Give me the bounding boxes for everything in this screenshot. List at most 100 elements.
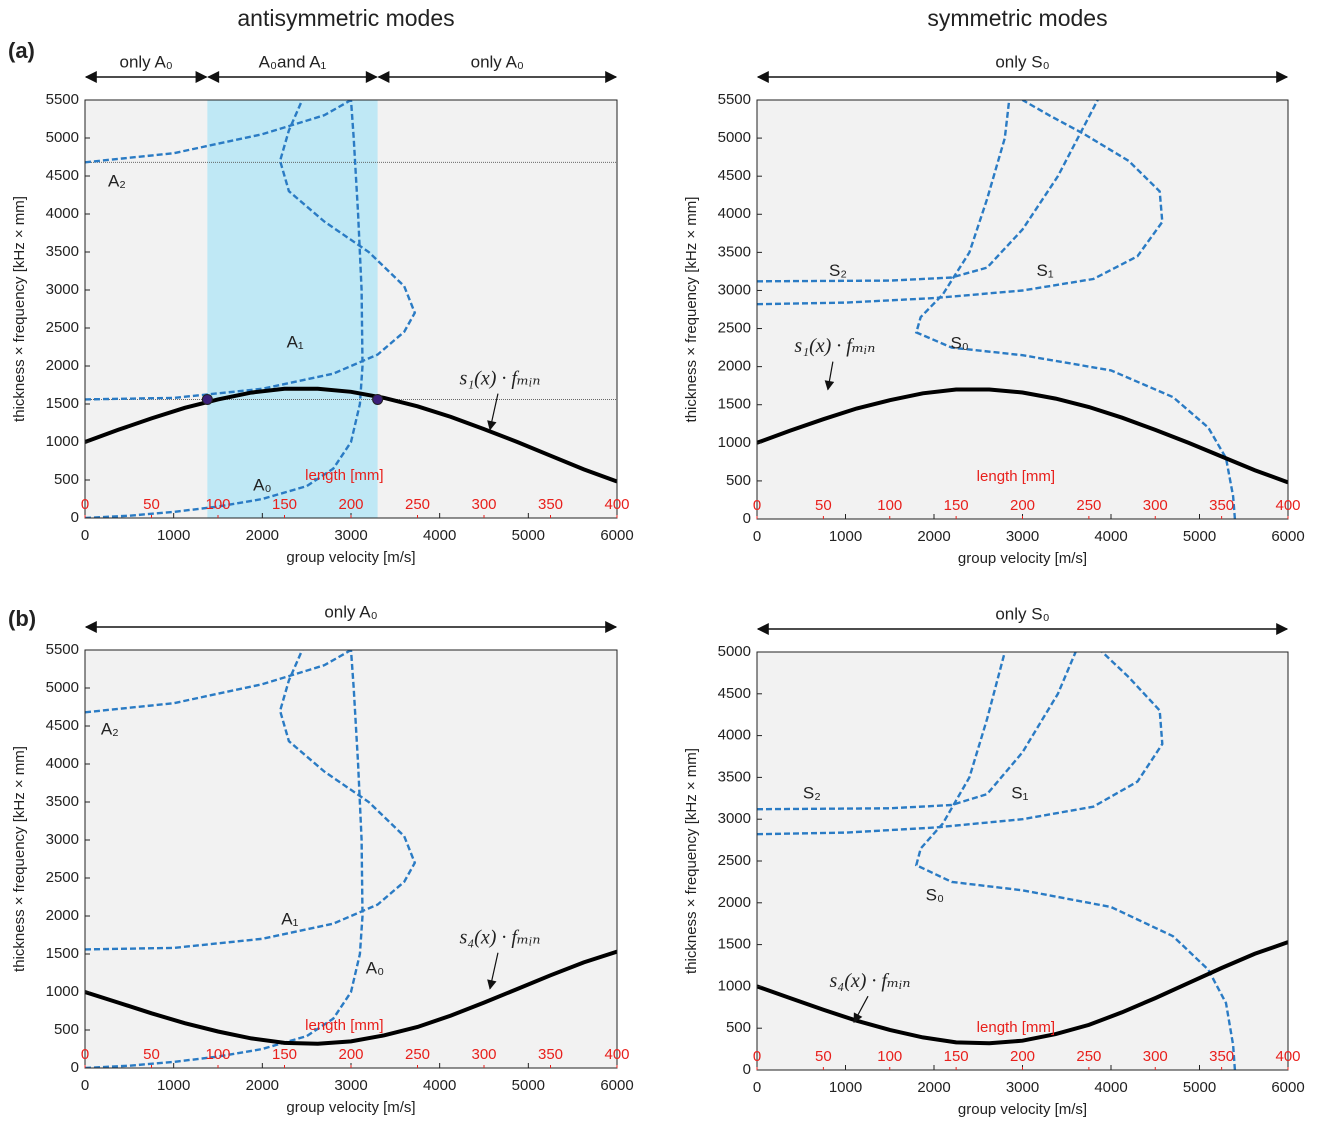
x-tick-label: 6000	[1271, 1079, 1304, 1096]
span-label: A₀and A₁	[259, 52, 327, 71]
dispersion-curve	[757, 100, 1099, 283]
label-arrow	[487, 393, 499, 431]
label-arrow	[824, 361, 835, 391]
x-tick-label: 5000	[1183, 1079, 1216, 1096]
x2-tick-label: 50	[143, 496, 160, 513]
y-tick-label: 2000	[718, 894, 751, 911]
y-axis-label: thickness × frequency [kHz × mm]	[11, 196, 28, 422]
y-tick-label: 4500	[718, 685, 751, 702]
x2-tick-label: 150	[944, 497, 969, 514]
curve-label: S₁	[1037, 261, 1054, 280]
y-tick-label: 3500	[718, 243, 751, 260]
x2-tick-label: 300	[471, 496, 496, 513]
x-tick-label: 4000	[423, 527, 456, 544]
y-tick-label: 0	[743, 1061, 751, 1078]
x2-tick-label: 250	[1076, 1048, 1101, 1065]
x-tick-label: 0	[81, 1077, 89, 1094]
y-tick-label: 1000	[718, 434, 751, 451]
x-axis-label: group velocity [m/s]	[958, 1101, 1087, 1118]
x2-tick-label: 350	[538, 496, 563, 513]
x2-tick-label: 300	[1143, 497, 1168, 514]
x-tick-label: 0	[81, 527, 89, 544]
span-label: only S₀	[995, 604, 1049, 623]
y-tick-label: 1000	[46, 983, 79, 1000]
dispersion-curve	[757, 652, 1164, 836]
y-tick-label: 1500	[46, 395, 79, 412]
curve-label: S₁	[1011, 784, 1028, 803]
x2-tick-label: 400	[604, 496, 629, 513]
x2-tick-label: 0	[81, 496, 89, 513]
x-tick-label: 5000	[512, 1077, 545, 1094]
y-tick-label: 2000	[46, 907, 79, 924]
y-tick-label: 500	[54, 1021, 79, 1038]
x-tick-label: 2000	[246, 1077, 279, 1094]
y-tick-label: 0	[71, 1059, 79, 1076]
x2-tick-label: 250	[1076, 497, 1101, 514]
dispersion-curve	[85, 100, 417, 401]
x2-tick-label: 150	[272, 496, 297, 513]
x-axis-label: group velocity [m/s]	[286, 1099, 415, 1116]
y-tick-label: 3500	[46, 243, 79, 260]
x2-tick-label: 400	[1275, 497, 1300, 514]
x-tick-label: 2000	[246, 527, 279, 544]
x2-tick-label: 50	[815, 1048, 832, 1065]
y-axis-label: thickness × frequency [kHz × mm]	[11, 746, 28, 972]
panel-label: (b)	[8, 606, 36, 631]
curve-label: A₁	[281, 909, 298, 928]
envelope-curve	[85, 386, 617, 484]
x2-tick-label: 100	[877, 497, 902, 514]
point	[372, 393, 384, 405]
y-tick-label: 5000	[46, 129, 79, 146]
x2-tick-label: 100	[877, 1048, 902, 1065]
plot-area	[757, 652, 1288, 1070]
envelope-curve	[85, 949, 617, 1046]
dispersion-curve	[914, 652, 1237, 1070]
plot-content	[85, 650, 617, 1068]
x-tick-label: 0	[753, 528, 761, 545]
x2-tick-label: 100	[205, 496, 230, 513]
x2-tick-label: 300	[471, 1046, 496, 1063]
x2-tick-label: 350	[538, 1046, 563, 1063]
x2-tick-label: 50	[143, 1046, 160, 1063]
label-arrow	[487, 952, 499, 990]
curve-label: S₀	[926, 886, 944, 905]
column-title: antisymmetric modes	[237, 5, 454, 31]
envelope-curve	[757, 387, 1288, 485]
x-tick-label: 1000	[829, 528, 862, 545]
x2-tick-label: 150	[944, 1048, 969, 1065]
x2-tick-label: 200	[338, 496, 363, 513]
y-tick-label: 1000	[46, 433, 79, 450]
panel-label: (a)	[8, 38, 35, 63]
plot-area	[757, 100, 1288, 519]
x2-tick-label: 0	[81, 1046, 89, 1063]
y-tick-label: 5500	[46, 641, 79, 658]
y-tick-label: 4500	[718, 167, 751, 184]
y-tick-label: 1500	[718, 396, 751, 413]
subplot: 0500100015002000250030003500400045005000…	[683, 604, 1305, 1117]
y-tick-label: 4000	[718, 727, 751, 744]
x-tick-label: 1000	[157, 1077, 190, 1094]
subplot: 0500100015002000250030003500400045005000…	[8, 602, 634, 1115]
y-tick-label: 4000	[46, 755, 79, 772]
x-tick-label: 5000	[512, 527, 545, 544]
x2-tick-label: 0	[753, 1048, 761, 1065]
x-tick-label: 3000	[1006, 528, 1039, 545]
column-title: symmetric modes	[927, 5, 1107, 31]
y-tick-label: 500	[726, 472, 751, 489]
x-tick-label: 2000	[917, 528, 950, 545]
y-tick-label: 2500	[46, 319, 79, 336]
dispersion-curve	[85, 650, 417, 951]
plot-content	[757, 100, 1288, 519]
x2-tick-label: 50	[815, 497, 832, 514]
dispersion-curve	[85, 650, 364, 1068]
dispersion-curve	[757, 652, 1077, 811]
curve-label: A₀	[253, 476, 271, 495]
curve-label: s₄(x) · fₘᵢₙ	[829, 970, 910, 992]
y-tick-label: 1000	[718, 977, 751, 994]
y-tick-label: 3500	[718, 768, 751, 785]
x2-tick-label: 150	[272, 1046, 297, 1063]
x-tick-label: 6000	[600, 1077, 633, 1094]
y-tick-label: 5500	[718, 91, 751, 108]
x-tick-label: 6000	[1271, 528, 1304, 545]
